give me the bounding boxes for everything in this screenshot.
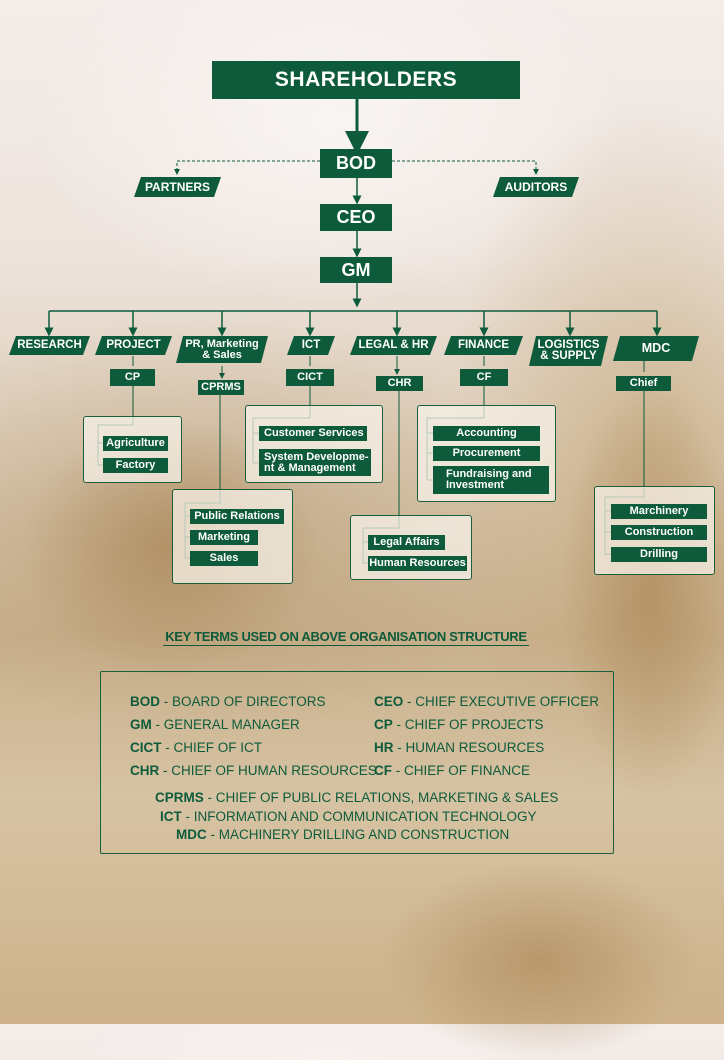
term-chr: CHR - CHIEF OF HUMAN RESOURCES: [130, 763, 377, 778]
unit-construction: Construction: [611, 525, 707, 540]
term-abbr: CICT: [130, 740, 162, 755]
dept-logistics-supply: LOGISTICS & SUPPLY: [529, 336, 608, 366]
unit-customer-services: Customer Services: [259, 426, 367, 441]
dept-ict: ICT: [287, 336, 335, 355]
unit-sales: Sales: [190, 551, 258, 566]
partners-node: PARTNERS: [134, 177, 221, 197]
unit-agriculture: Agriculture: [103, 436, 168, 451]
term-abbr: CF: [374, 763, 392, 778]
term-def: CHIEF OF PROJECTS: [404, 717, 544, 732]
term-abbr: CEO: [374, 694, 404, 709]
unit-marketing: Marketing: [190, 530, 258, 545]
term-hr: HR - HUMAN RESOURCES: [374, 740, 545, 755]
unit-human-resources: Human Resources: [368, 556, 467, 571]
term-bod: BOD - BOARD OF DIRECTORS: [130, 694, 326, 709]
head-cprms: CPRMS: [198, 380, 244, 395]
gm-node: GM: [320, 257, 392, 283]
head-chief: Chief: [616, 376, 671, 391]
term-abbr: CPRMS: [155, 790, 204, 805]
term-def: CHIEF EXECUTIVE OFFICER: [415, 694, 600, 709]
head-cict: CICT: [286, 369, 334, 386]
unit-fundraising-investment: Fundraising and Investment: [433, 466, 549, 494]
term-abbr: MDC: [176, 827, 207, 842]
term-def: GENERAL MANAGER: [163, 717, 300, 732]
head-chr: CHR: [376, 376, 423, 391]
bod-node: BOD: [320, 149, 392, 178]
term-def: CHIEF OF FINANCE: [404, 763, 531, 778]
background-wheat-blur: [560, 380, 724, 800]
term-abbr: HR: [374, 740, 394, 755]
term-abbr: CP: [374, 717, 393, 732]
term-cprms: CPRMS - CHIEF OF PUBLIC RELATIONS, MARKE…: [155, 790, 559, 805]
term-abbr: CHR: [130, 763, 160, 778]
dept-legal-hr: LEGAL & HR: [350, 336, 437, 355]
term-mdc: MDC - MACHINERY DRILLING AND CONSTRUCTIO…: [176, 827, 510, 842]
unit-legal-affairs: Legal Affairs: [368, 535, 445, 550]
auditors-node: AUDITORS: [493, 177, 579, 197]
head-cp: CP: [110, 369, 155, 386]
term-abbr: ICT: [160, 809, 182, 824]
term-def: BOARD OF DIRECTORS: [172, 694, 326, 709]
dept-pr-marketing-sales: PR, Marketing & Sales: [176, 336, 268, 363]
term-def: CHIEF OF ICT: [173, 740, 263, 755]
unit-accounting: Accounting: [433, 426, 540, 441]
head-cf: CF: [460, 369, 508, 386]
dept-mdc: MDC: [613, 336, 699, 361]
term-def: CHIEF OF PUBLIC RELATIONS, MARKETING & S…: [215, 790, 559, 805]
unit-procurement: Procurement: [433, 446, 540, 461]
unit-machinery: Marchinery: [611, 504, 707, 519]
key-terms-title: KEY TERMS USED ON ABOVE ORGANISATION STR…: [163, 629, 529, 646]
term-cp: CP - CHIEF OF PROJECTS: [374, 717, 544, 732]
term-def: INFORMATION AND COMMUNICATION TECHNOLOGY: [193, 809, 537, 824]
ceo-node: CEO: [320, 204, 392, 231]
term-def: HUMAN RESOURCES: [405, 740, 545, 755]
term-def: MACHINERY DRILLING AND CONSTRUCTION: [218, 827, 510, 842]
term-gm: GM - GENERAL MANAGER: [130, 717, 300, 732]
term-def: CHIEF OF HUMAN RESOURCES: [171, 763, 377, 778]
shareholders-node: SHAREHOLDERS: [212, 61, 520, 99]
unit-system-development: System Developme- nt & Management: [259, 449, 371, 476]
term-ict: ICT - INFORMATION AND COMMUNICATION TECH…: [160, 809, 537, 824]
dept-research: RESEARCH: [9, 336, 90, 355]
term-ceo: CEO - CHIEF EXECUTIVE OFFICER: [374, 694, 600, 709]
term-abbr: BOD: [130, 694, 160, 709]
term-abbr: GM: [130, 717, 152, 732]
unit-factory: Factory: [103, 458, 168, 473]
term-cict: CICT - CHIEF OF ICT: [130, 740, 262, 755]
unit-public-relations: Public Relations: [190, 509, 284, 524]
key-terms-panel: [100, 671, 614, 854]
dept-project: PROJECT: [95, 336, 172, 355]
term-cf: CF - CHIEF OF FINANCE: [374, 763, 531, 778]
unit-drilling: Drilling: [611, 547, 707, 562]
dept-finance: FINANCE: [444, 336, 523, 355]
